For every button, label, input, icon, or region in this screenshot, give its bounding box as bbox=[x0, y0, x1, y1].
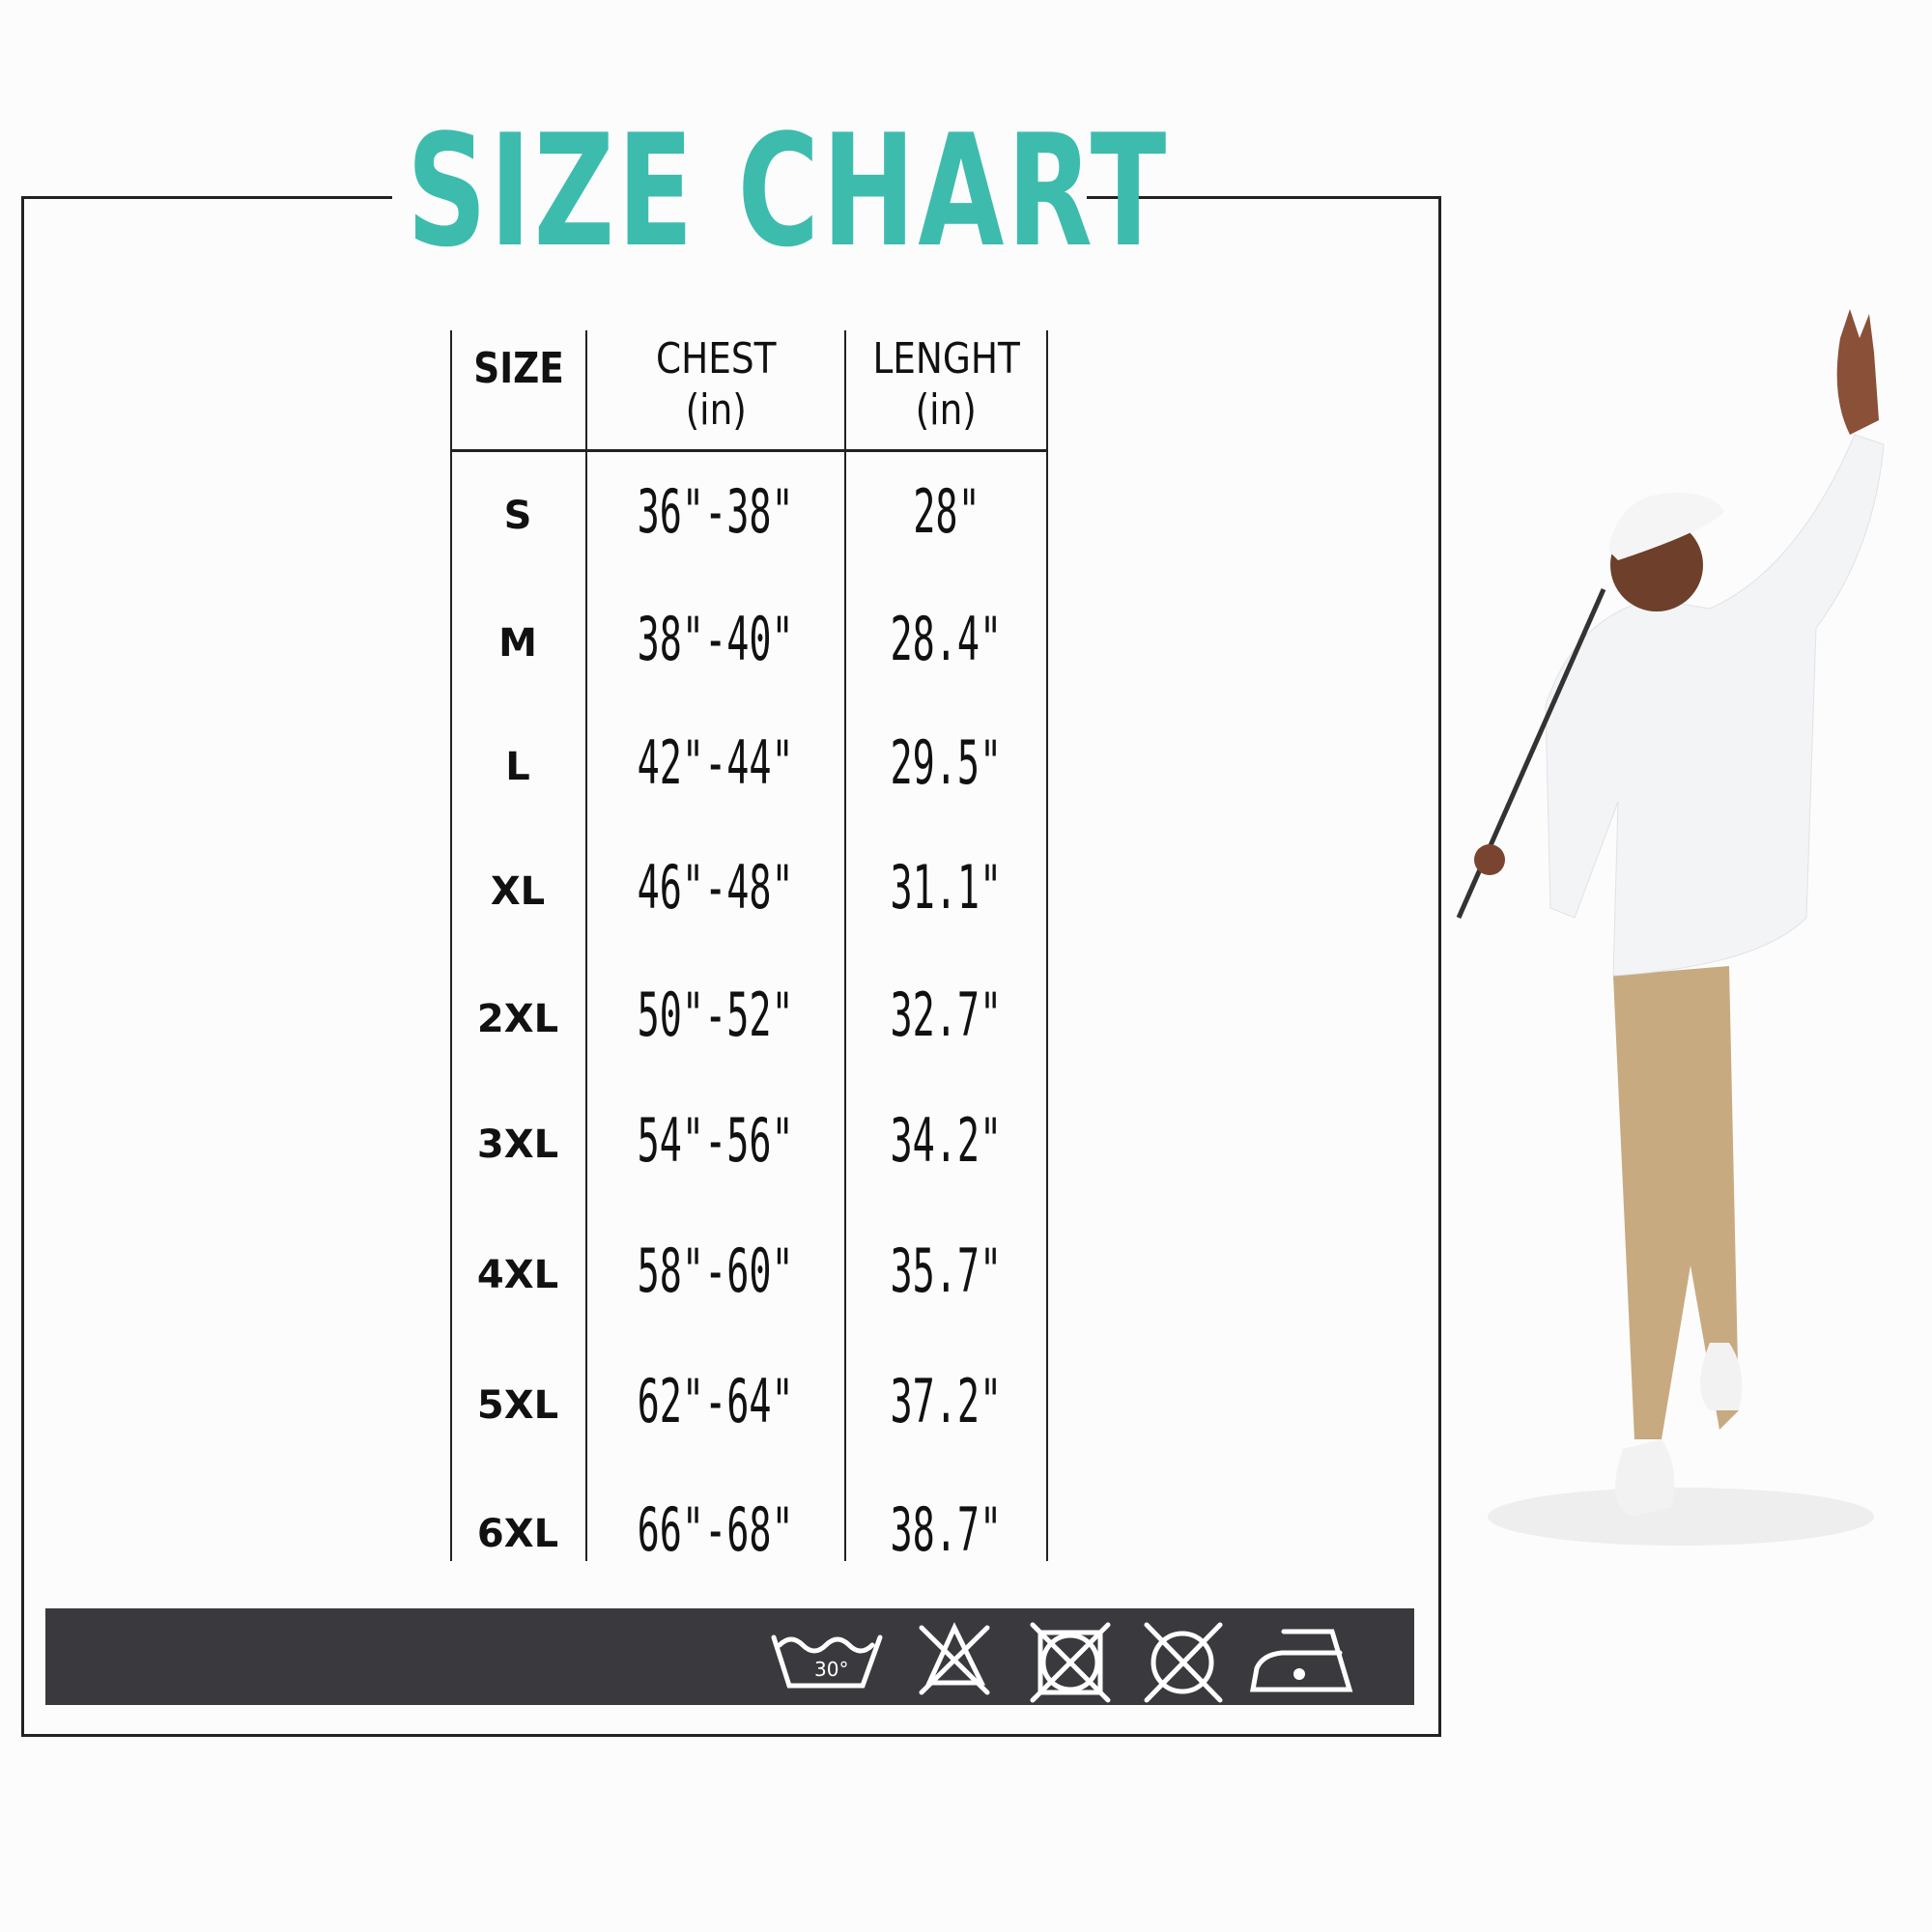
size-cell: XL bbox=[490, 869, 546, 914]
no-bleach-icon bbox=[919, 1622, 990, 1695]
table-col-line bbox=[450, 330, 452, 1561]
size-cell: M bbox=[498, 621, 537, 666]
frame-top-right bbox=[1087, 196, 1441, 199]
length-cell: 32.7" bbox=[890, 980, 1003, 1050]
no-dry-clean-icon bbox=[1144, 1622, 1223, 1703]
chest-cell: 42"-44" bbox=[637, 727, 794, 798]
header-size: SIZE bbox=[473, 344, 564, 393]
frame-top-left bbox=[21, 196, 392, 199]
no-tumble-dry-icon bbox=[1030, 1622, 1111, 1703]
length-cell: 28.4" bbox=[890, 604, 1003, 674]
size-cell: L bbox=[505, 745, 530, 789]
chest-cell: 46"-48" bbox=[637, 852, 794, 923]
table-col-line bbox=[585, 330, 587, 1561]
length-cell: 37.2" bbox=[890, 1366, 1003, 1436]
chest-cell: 58"-60" bbox=[637, 1236, 794, 1306]
title-text: SIZE CHART bbox=[407, 100, 1170, 281]
length-cell: 34.2" bbox=[890, 1105, 1003, 1176]
size-cell: 3XL bbox=[476, 1122, 559, 1167]
length-cell: 35.7" bbox=[890, 1236, 1003, 1306]
header-chest: CHEST (in) bbox=[655, 334, 777, 435]
size-cell: 6XL bbox=[476, 1512, 559, 1556]
header-length: LENGHT (in) bbox=[872, 334, 1020, 435]
model-photo bbox=[1456, 309, 1885, 1546]
size-cell: S bbox=[503, 494, 532, 538]
length-cell: 31.1" bbox=[890, 852, 1003, 923]
iron-low-icon bbox=[1250, 1629, 1353, 1692]
chest-cell: 38"-40" bbox=[637, 604, 794, 674]
size-cell: 4XL bbox=[476, 1253, 559, 1297]
wash-30-icon: 30° bbox=[771, 1634, 883, 1689]
page-title: SIZE CHART bbox=[407, 114, 1166, 269]
frame-right bbox=[1438, 196, 1441, 1737]
length-cell: 29.5" bbox=[890, 727, 1003, 798]
frame-bottom bbox=[21, 1734, 1441, 1737]
length-cell: 38.7" bbox=[890, 1494, 1003, 1565]
size-cell: 5XL bbox=[476, 1383, 559, 1428]
table-header-divider bbox=[450, 449, 1048, 452]
chest-cell: 66"-68" bbox=[637, 1494, 794, 1565]
table-col-line bbox=[844, 330, 846, 1561]
chest-cell: 54"-56" bbox=[637, 1105, 794, 1176]
chest-cell: 50"-52" bbox=[637, 980, 794, 1050]
length-cell: 28" bbox=[912, 476, 980, 547]
size-cell: 2XL bbox=[476, 997, 559, 1041]
table-col-line bbox=[1046, 330, 1048, 1561]
chest-cell: 36"-38" bbox=[637, 476, 794, 547]
chest-cell: 62"-64" bbox=[637, 1366, 794, 1436]
svg-text:30°: 30° bbox=[814, 1658, 848, 1681]
frame-left bbox=[21, 196, 24, 1737]
care-instructions-bar: 30° bbox=[45, 1608, 1414, 1705]
